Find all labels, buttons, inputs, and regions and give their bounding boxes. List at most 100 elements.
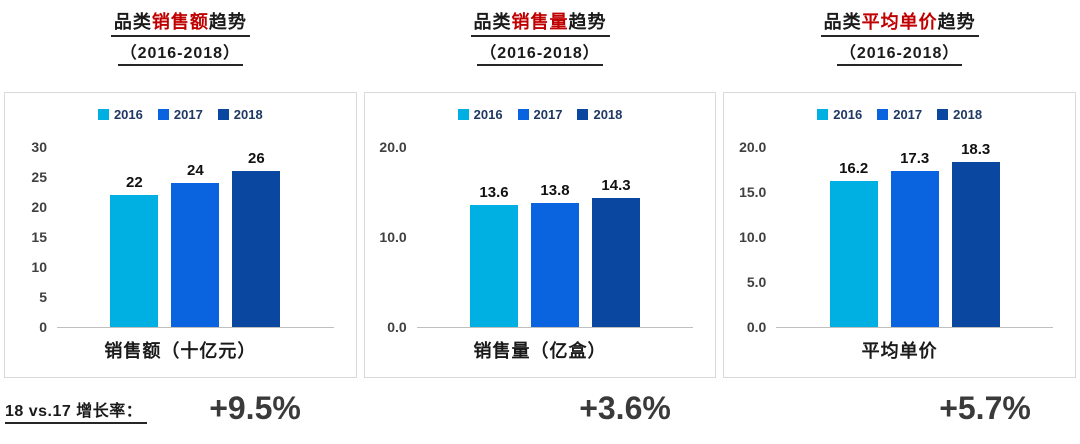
legend-item-2016: 2016	[97, 106, 143, 122]
y-axis: 0.0 5.0 10.0 15.0 20.0	[724, 140, 774, 334]
bar-value-label: 17.3	[900, 150, 930, 168]
y-axis: 0.0 10.0 20.0	[365, 140, 415, 334]
legend-item-2017: 2017	[877, 107, 922, 122]
plot: 0.0 5.0 10.0 15.0 20.0 16.2 17.3 18.3	[724, 140, 1075, 334]
title-year-range: （2016-2018）	[836, 39, 963, 66]
legend-swatch-icon	[97, 108, 109, 120]
plot-area: 16.2 17.3 18.3	[776, 141, 1054, 328]
y-tick-label: 10.0	[739, 229, 767, 245]
y-tick-label: 10.0	[379, 229, 407, 245]
legend-label: 2017	[533, 106, 563, 122]
title-prefix: 品类	[113, 12, 152, 32]
y-tick-label: 30	[31, 139, 47, 155]
bar-2017	[890, 171, 939, 327]
legend: 2016 2017 2018	[724, 106, 1075, 122]
bar-value-label: 16.2	[839, 160, 869, 178]
charts-row: 2016 2017 2018 0 5 10 15 20 25 30 22 24 26 销售额（十亿元…	[0, 92, 1080, 378]
legend-label: 2018	[593, 106, 623, 122]
y-tick-label: 20	[31, 199, 47, 215]
chart-panel-sales-volume: 2016 2017 2018 0.0 10.0 20.0 13.6 13.8 14.3 销售…	[363, 92, 717, 378]
bar-value-label: 18.3	[961, 141, 991, 159]
chart-title-avg-price: 品类平均单价趋势 （2016-2018）	[723, 8, 1076, 66]
y-tick-label: 5.0	[746, 274, 767, 290]
titles-row: 品类销售额趋势 （2016-2018） 品类销售量趋势 （2016-2018） …	[0, 0, 1080, 66]
bar-value-label: 13.8	[540, 181, 570, 199]
legend-swatch-icon	[877, 108, 889, 120]
bar-2017	[171, 183, 220, 327]
legend-swatch-icon	[577, 108, 589, 120]
legend-item-2016: 2016	[817, 107, 862, 122]
title-prefix: 品类	[823, 12, 862, 32]
bar-2016	[470, 204, 518, 327]
bar-value-label: 26	[247, 150, 265, 167]
chart-title-sales-volume: 品类销售量趋势 （2016-2018）	[364, 8, 717, 66]
bar-group-2017: 17.3	[890, 150, 939, 327]
y-tick-label: 0.0	[387, 319, 407, 335]
bar-group-2017: 13.8	[531, 182, 579, 327]
bar-2018	[232, 171, 281, 327]
chart-title-sales-amount: 品类销售额趋势 （2016-2018）	[4, 8, 357, 66]
bar-group-2016: 13.6	[470, 184, 518, 327]
bar-value-label: 13.6	[479, 183, 509, 201]
legend-item-2016: 2016	[457, 106, 503, 122]
bar-value-label: 22	[125, 174, 143, 191]
legend-swatch-icon	[517, 108, 529, 120]
x-axis-title: 销售额（十亿元）	[104, 341, 257, 361]
title-highlight: 销售额	[151, 12, 209, 32]
bar-value-label: 24	[186, 162, 204, 179]
growth-value-avg-price: +5.7%	[939, 390, 1031, 426]
bar-2018	[592, 198, 640, 327]
legend-swatch-icon	[157, 108, 169, 120]
growth-value-sales-amount: +9.5%	[209, 390, 301, 426]
bar-group-2017: 24	[171, 162, 220, 327]
legend-label: 2016	[113, 106, 143, 122]
legend-item-2017: 2017	[157, 106, 203, 122]
y-tick-label: 20.0	[379, 139, 407, 155]
legend-swatch-icon	[217, 108, 229, 120]
legend-swatch-icon	[937, 108, 949, 120]
y-tick-label: 15	[31, 229, 47, 245]
title-highlight: 平均单价	[861, 12, 938, 32]
bar-group-2016: 16.2	[829, 160, 878, 327]
title-suffix: 趋势	[568, 12, 607, 32]
title-line1: 品类平均单价趋势	[820, 8, 979, 37]
y-tick-label: 15.0	[739, 184, 767, 200]
y-tick-label: 20.0	[739, 139, 767, 155]
x-axis-title: 销售量（亿盒）	[473, 341, 607, 361]
plot: 0 5 10 15 20 25 30 22 24 26	[5, 140, 356, 334]
legend-item-2017: 2017	[517, 106, 563, 122]
legend: 2016 2017 2018	[365, 106, 716, 122]
legend: 2016 2017 2018	[5, 106, 356, 122]
title-suffix: 趋势	[937, 12, 976, 32]
title-highlight: 销售量	[511, 12, 569, 32]
title-line1: 品类销售额趋势	[110, 8, 250, 37]
y-axis: 0 5 10 15 20 25 30	[5, 140, 55, 334]
bar-group-2018: 18.3	[951, 141, 1000, 327]
title-year-range: （2016-2018）	[117, 39, 244, 66]
plot-area: 13.6 13.8 14.3	[416, 146, 694, 328]
bar-group-2018: 26	[232, 150, 281, 327]
legend-item-2018: 2018	[217, 106, 263, 122]
legend-label: 2017	[173, 106, 203, 122]
legend-label: 2016	[833, 106, 863, 122]
bar-group-2018: 14.3	[592, 177, 640, 327]
growth-rate-label: 18 vs.17 增长率：	[5, 397, 148, 424]
y-tick-label: 25	[31, 169, 47, 185]
y-tick-label: 0.0	[746, 319, 767, 335]
title-year-range: （2016-2018）	[477, 39, 603, 66]
legend-swatch-icon	[817, 108, 829, 120]
bar-2016	[829, 181, 878, 327]
chart-panel-sales-amount: 2016 2017 2018 0 5 10 15 20 25 30 22 24 26 销售额（十亿元…	[4, 92, 357, 378]
plot-area: 22 24 26	[57, 146, 334, 328]
legend-label: 2018	[233, 106, 263, 122]
y-tick-label: 5	[39, 289, 47, 305]
bar-2018	[951, 162, 1000, 327]
plot: 0.0 10.0 20.0 13.6 13.8 14.3	[365, 140, 716, 334]
chart-panel-avg-price: 2016 2017 2018 0.0 5.0 10.0 15.0 20.0 16.2 17.3…	[723, 92, 1077, 378]
y-tick-label: 0	[39, 319, 47, 335]
legend-label: 2017	[893, 106, 923, 122]
bar-value-label: 14.3	[601, 177, 631, 195]
legend-label: 2016	[473, 106, 503, 122]
bar-2017	[531, 202, 579, 327]
y-tick-label: 10	[31, 259, 47, 275]
